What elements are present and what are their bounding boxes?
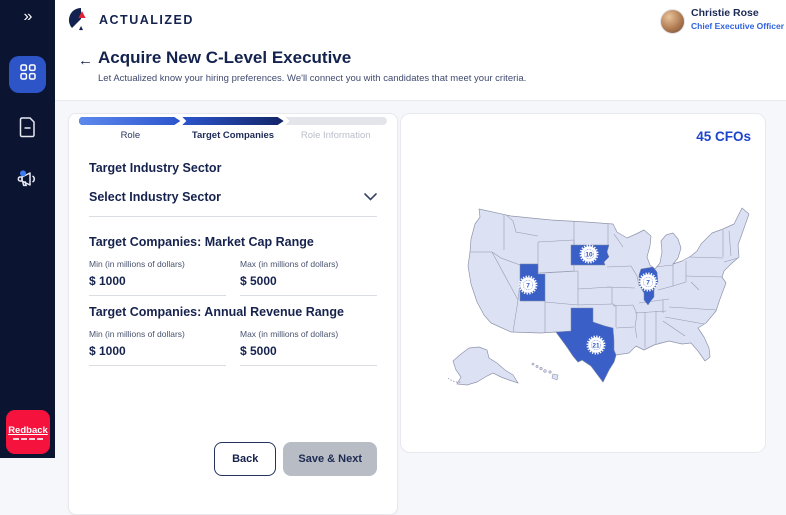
industry-select-value: Select Industry Sector bbox=[89, 190, 221, 204]
sidebar-item-announcements[interactable] bbox=[0, 167, 55, 196]
svg-text:21: 21 bbox=[592, 342, 600, 349]
market-cap-min-label: Min (in millions of dollars) bbox=[89, 259, 185, 269]
page-subtitle: Let Actualized know your hiring preferen… bbox=[98, 73, 527, 84]
sidebar-item-dashboard[interactable] bbox=[9, 56, 46, 93]
revenue-max-input[interactable]: $ 5000 bbox=[240, 344, 377, 366]
badge-illinois[interactable]: 7 bbox=[638, 272, 658, 292]
revenue-fields: Min (in millions of dollars) $ 1000 Max … bbox=[89, 329, 377, 366]
step-bar-role bbox=[79, 117, 180, 125]
svg-text:7: 7 bbox=[646, 279, 650, 286]
redback-label: Redback bbox=[8, 424, 48, 436]
badge-south-dakota[interactable]: 10 bbox=[579, 244, 599, 264]
user-name: Christie Rose bbox=[691, 7, 759, 19]
aleutian-islands bbox=[447, 377, 462, 383]
market-cap-heading: Target Companies: Market Cap Range bbox=[89, 235, 314, 249]
industry-sector-select[interactable]: Select Industry Sector bbox=[89, 190, 377, 217]
svg-text:7: 7 bbox=[526, 282, 530, 289]
stepper-progress bbox=[79, 117, 387, 125]
sidebar: » bbox=[0, 0, 55, 458]
save-next-button[interactable]: Save & Next bbox=[283, 442, 377, 476]
hiring-preferences-card: Role Target Companies Role Information T… bbox=[68, 113, 398, 515]
avatar[interactable] bbox=[660, 9, 685, 34]
grid-icon bbox=[19, 63, 37, 86]
actualized-logo-icon bbox=[68, 7, 94, 38]
market-cap-max-input[interactable]: $ 5000 bbox=[240, 274, 377, 296]
back-button[interactable]: Back bbox=[214, 442, 277, 476]
chevron-down-icon bbox=[364, 190, 377, 204]
redback-logo[interactable]: Redback bbox=[6, 410, 50, 454]
us-map[interactable]: 10 7 7 21 bbox=[401, 114, 765, 452]
svg-text:10: 10 bbox=[585, 251, 593, 258]
form-actions: Back Save & Next bbox=[214, 442, 377, 476]
revenue-min-input[interactable]: $ 1000 bbox=[89, 344, 226, 366]
step-target-companies[interactable]: Target Companies bbox=[191, 130, 275, 141]
revenue-max-label: Max (in millions of dollars) bbox=[240, 329, 339, 339]
user-role: Chief Executive Officer bbox=[691, 21, 785, 31]
state-texas[interactable] bbox=[555, 307, 617, 383]
top-header: ACTUALIZED Christie Rose Chief Executive… bbox=[55, 0, 786, 42]
market-cap-min-input[interactable]: $ 1000 bbox=[89, 274, 226, 296]
step-role-information[interactable]: Role Information bbox=[300, 130, 371, 141]
back-arrow-icon[interactable]: ← bbox=[78, 52, 93, 69]
sidebar-expand-icon[interactable]: » bbox=[23, 8, 33, 25]
badge-texas[interactable]: 21 bbox=[586, 335, 606, 355]
step-bar-target-companies bbox=[182, 117, 283, 125]
revenue-min-label: Min (in millions of dollars) bbox=[89, 329, 185, 339]
page-title: Acquire New C-Level Executive bbox=[98, 48, 352, 67]
cfo-map-card: 10 7 7 21 45 CFOs bbox=[400, 113, 766, 453]
page-title-bar: ← Acquire New C-Level Executive Let Actu… bbox=[55, 41, 786, 101]
industry-sector-heading: Target Industry Sector bbox=[89, 161, 222, 175]
market-cap-max-label: Max (in millions of dollars) bbox=[240, 259, 339, 269]
cfo-total-label: 45 CFOs bbox=[696, 129, 751, 144]
stepper-labels: Role Target Companies Role Information bbox=[79, 130, 387, 141]
megaphone-icon bbox=[16, 167, 40, 196]
alaska bbox=[452, 346, 519, 386]
brand-wordmark: ACTUALIZED bbox=[99, 13, 194, 27]
step-role[interactable]: Role bbox=[120, 130, 141, 141]
revenue-heading: Target Companies: Annual Revenue Range bbox=[89, 305, 344, 319]
sidebar-item-documents[interactable] bbox=[0, 116, 55, 143]
hawaii bbox=[531, 362, 559, 381]
step-bar-role-information bbox=[285, 117, 387, 125]
redback-dashes bbox=[13, 437, 43, 440]
document-icon bbox=[18, 116, 37, 143]
badge-utah[interactable]: 7 bbox=[518, 275, 538, 295]
market-cap-fields: Min (in millions of dollars) $ 1000 Max … bbox=[89, 259, 377, 296]
